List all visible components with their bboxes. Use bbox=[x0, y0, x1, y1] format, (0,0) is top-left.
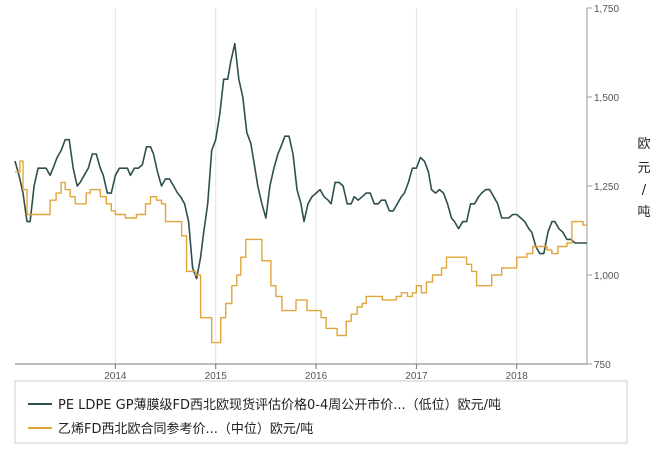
y-axis-ticks: 750 1,000 1,250 1,500 1,750 bbox=[587, 4, 619, 371]
legend: PE LDPE GP薄膜级FD西北欧现货评估价格0-4周公开市价...（低位）欧… bbox=[14, 380, 628, 444]
x-tick-label-2016: 2016 bbox=[305, 371, 328, 382]
series-line-pe-ldpe bbox=[14, 42, 587, 280]
legend-label-ethylene: 乙烯FD西北欧合同参考价...（中位）欧元/吨 bbox=[58, 421, 313, 437]
y-axis-label-char-1: 元 bbox=[637, 161, 650, 176]
y-axis-label-char-2: / bbox=[642, 183, 647, 198]
legend-box bbox=[14, 380, 628, 444]
legend-label-pe-ldpe: PE LDPE GP薄膜级FD西北欧现货评估价格0-4周公开市价...（低位）欧… bbox=[58, 397, 501, 413]
x-axis-ticks: 2014 2015 2016 2017 2018 bbox=[104, 364, 528, 382]
x-tick-label-2017: 2017 bbox=[405, 371, 428, 382]
y-tick-label-750: 750 bbox=[594, 360, 611, 371]
series-group bbox=[14, 42, 587, 344]
x-tick-label-2018: 2018 bbox=[506, 371, 529, 382]
y-axis-label-char-3: 吨 bbox=[637, 205, 650, 220]
y-tick-label-1250: 1,250 bbox=[594, 182, 619, 193]
series-line-ethylene bbox=[15, 160, 587, 344]
y-tick-label-1000: 1,000 bbox=[594, 271, 619, 282]
x-tick-label-2015: 2015 bbox=[205, 371, 228, 382]
y-axis-label-char-0: 欧 bbox=[637, 137, 650, 152]
y-tick-label-1500: 1,500 bbox=[594, 93, 619, 104]
gridlines bbox=[114, 8, 518, 364]
y-axis-label: 欧元 / 吨 bbox=[637, 137, 650, 220]
y-tick-label-1750: 1,750 bbox=[594, 4, 619, 15]
x-tick-label-2014: 2014 bbox=[104, 371, 127, 382]
